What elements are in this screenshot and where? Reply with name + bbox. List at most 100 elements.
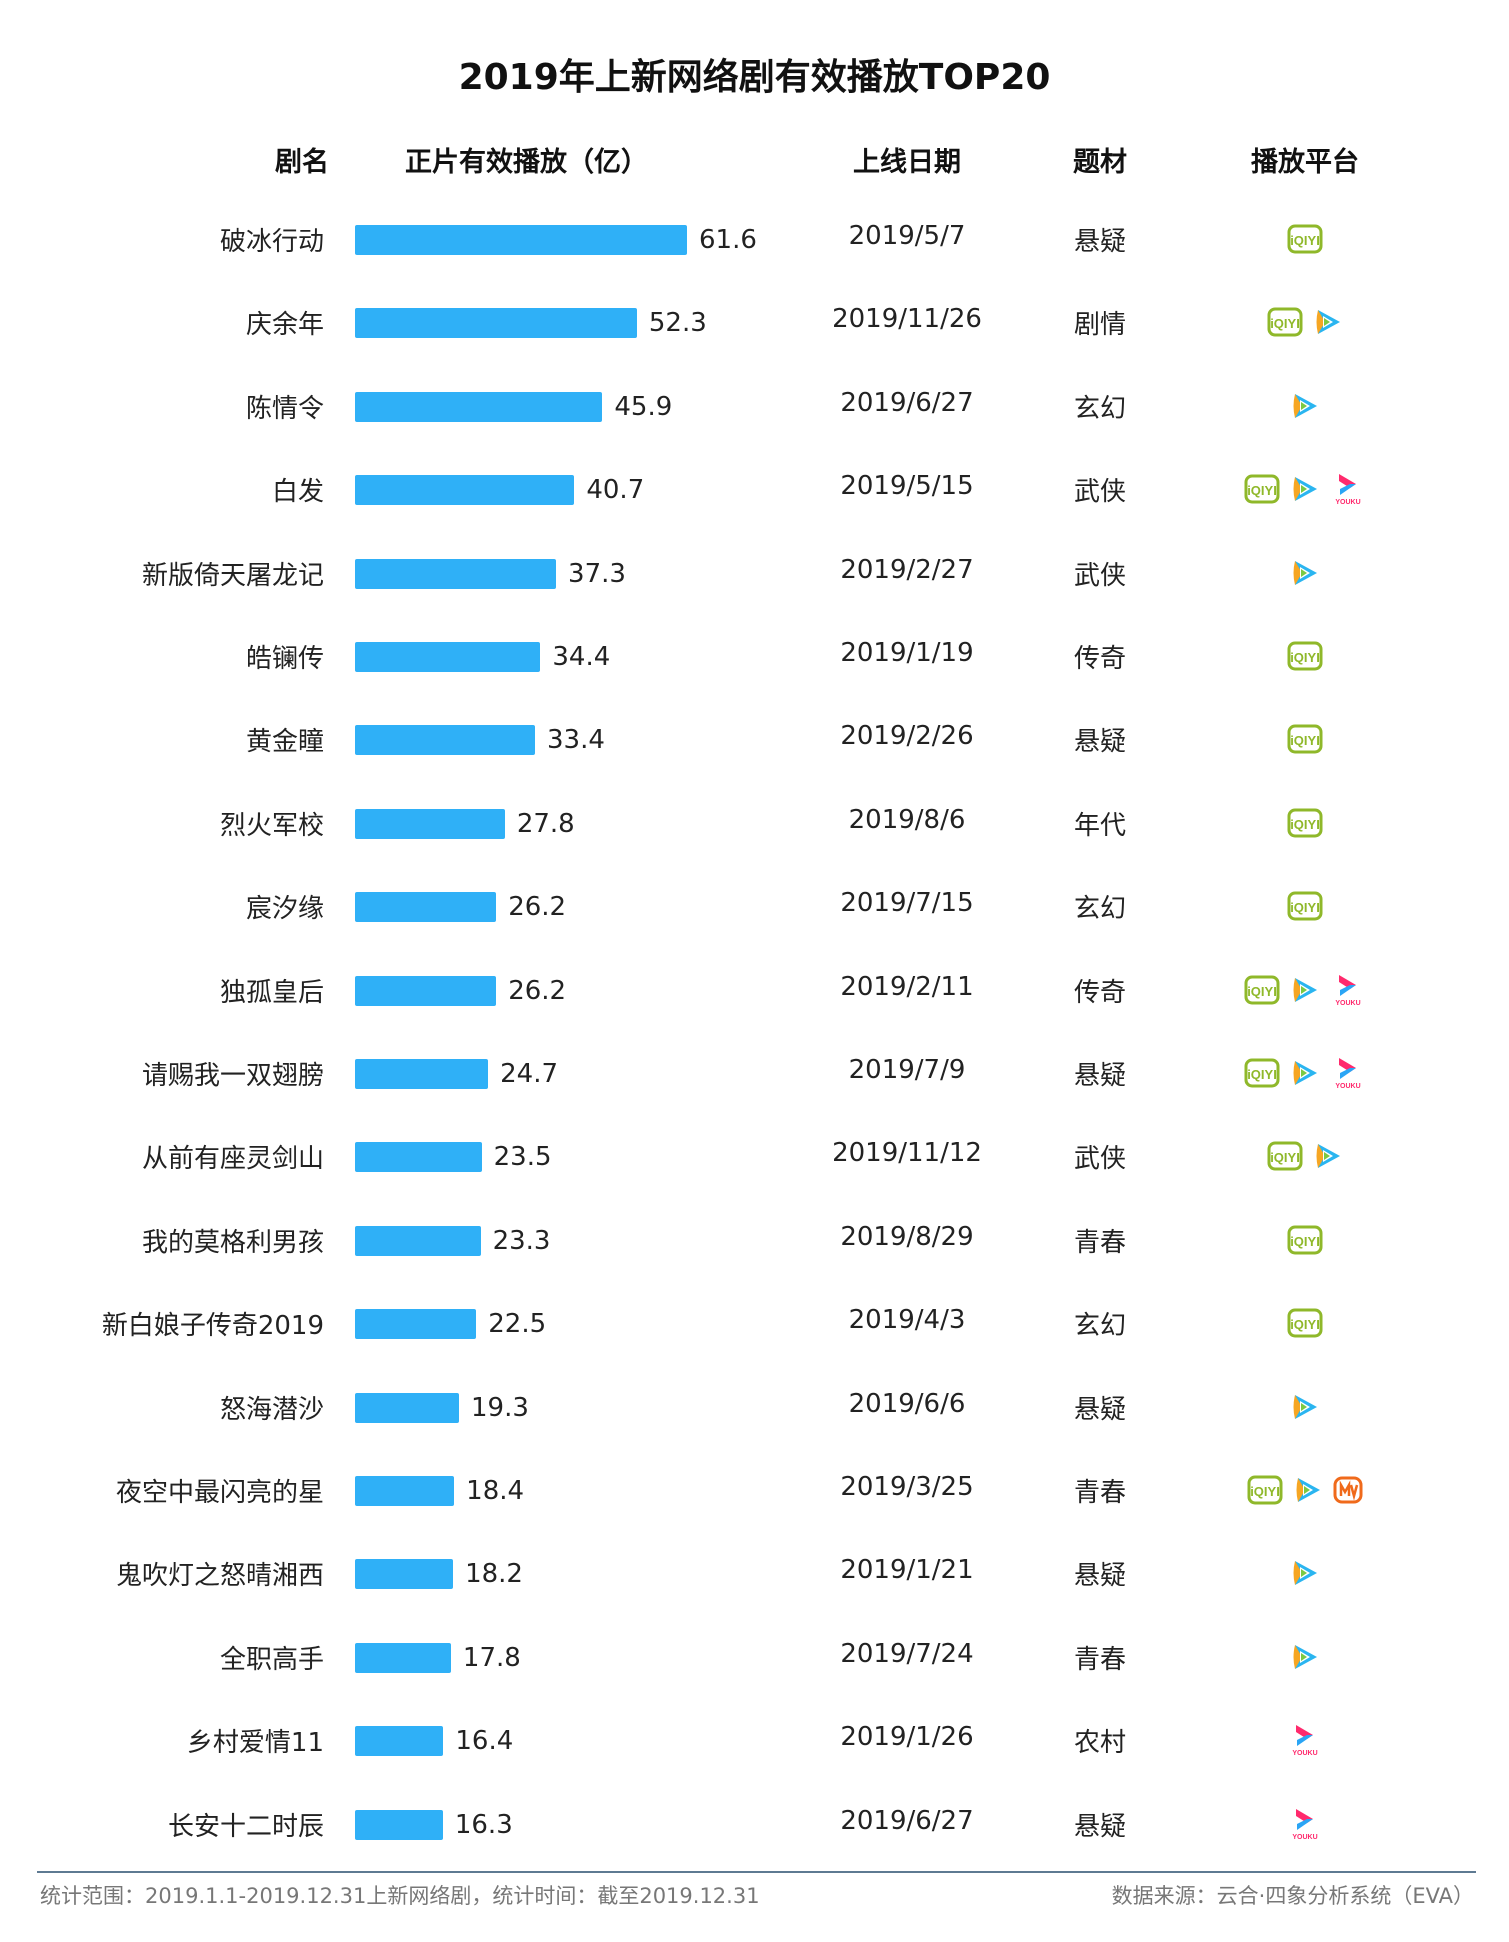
drama-name: 皓镧传 [245,644,324,674]
platforms [1205,1387,1405,1427]
iqiyi-logo-icon: iQIYI [1244,474,1280,504]
bar-value-label: 16.4 [455,1726,514,1757]
bar [355,892,497,923]
platforms: iQIYI YOUKU [1205,469,1405,509]
bar [355,308,637,339]
release-date: 2019/11/12 [832,1138,982,1169]
platforms: iQIYI YOUKU [1205,970,1405,1010]
header-platform: 播放平台 [1251,147,1359,178]
drama-name: 长安十二时辰 [167,1811,324,1842]
drama-name: 鬼吹灯之怒晴湘西 [115,1561,324,1592]
genre: 传奇 [1073,977,1126,1008]
youku-logo-icon: YOUKU [1330,973,1366,1007]
bar-value-label: 16.3 [454,1809,513,1840]
table-row: 乡村爱情11 16.4 2019/1/26 农村 YOUKU [0,1720,1509,1760]
table-row: 独孤皇后 26.2 2019/2/11 传奇 iQIYI YOUKU [0,970,1509,1010]
genre: 玄幻 [1073,894,1126,925]
release-date: 2019/6/27 [840,1805,974,1836]
genre: 悬疑 [1073,227,1126,257]
genre: 悬疑 [1073,1811,1126,1842]
release-date: 2019/7/15 [840,888,974,919]
table-row: 新版倚天屠龙记 37.3 2019/2/27 武侠 [0,553,1509,593]
genre: 剧情 [1073,310,1126,341]
bar-value-label: 33.4 [547,725,605,756]
svg-text:iQIYI: iQIYI [1247,483,1277,498]
bar [355,475,575,506]
bar [355,1726,444,1757]
bar [355,1476,455,1506]
release-date: 2019/5/7 [848,221,966,251]
release-date: 2019/2/27 [840,554,974,585]
svg-text:YOUKU: YOUKU [1292,1750,1317,1757]
platforms: iQIYI YOUKU [1205,1053,1405,1093]
tencent-logo-icon [1313,307,1343,337]
table-row: 长安十二时辰 16.3 2019/6/27 悬疑 YOUKU [0,1804,1509,1844]
platforms [1205,553,1405,593]
bar-value-label: 17.8 [462,1642,521,1673]
genre: 玄幻 [1073,1311,1126,1342]
platforms: iQIYI [1205,886,1405,926]
platforms: iQIYI [1205,803,1405,843]
tencent-logo-icon [1290,1058,1320,1088]
footer-divider [37,1871,1476,1873]
tencent-logo-icon [1290,1392,1320,1422]
bar-value-label: 23.3 [492,1225,551,1256]
svg-text:iQIYI: iQIYI [1290,1317,1320,1332]
release-date: 2019/2/26 [840,721,974,752]
platforms: iQIYI [1205,1470,1405,1510]
release-date: 2019/4/3 [848,1305,966,1336]
svg-text:iQIYI: iQIYI [1247,1067,1277,1082]
drama-name: 破冰行动 [219,227,324,257]
bar [355,558,557,589]
release-date: 2019/1/26 [840,1722,974,1753]
bar-value-label: 22.5 [488,1309,547,1340]
genre: 武侠 [1073,477,1126,508]
bar [355,1142,482,1173]
table-row: 我的莫格利男孩 23.3 2019/8/29 青春 iQIYI [0,1220,1509,1260]
genre: 悬疑 [1073,727,1126,758]
iqiyi-logo-icon: iQIYI [1287,891,1323,921]
genre: 传奇 [1073,644,1126,674]
bar-value-label: 34.4 [552,642,611,672]
bar-value-label: 61.6 [699,225,757,255]
platforms: iQIYI [1205,302,1405,342]
iqiyi-logo-icon: iQIYI [1267,1141,1303,1171]
svg-text:YOUKU: YOUKU [1335,1000,1360,1007]
iqiyi-logo-icon: iQIYI [1287,724,1323,754]
bar [355,642,541,672]
release-date: 2019/1/19 [840,638,974,668]
platforms: iQIYI [1205,219,1405,259]
genre: 农村 [1073,1728,1126,1759]
svg-text:iQIYI: iQIYI [1270,1150,1300,1165]
tencent-logo-icon [1290,558,1320,588]
bar-value-label: 27.8 [516,808,575,839]
release-date: 2019/6/6 [848,1388,966,1419]
bar-value-label: 26.2 [508,892,567,923]
drama-name: 从前有座灵剑山 [141,1144,324,1175]
drama-name: 新版倚天屠龙记 [141,560,324,591]
genre: 武侠 [1073,560,1126,591]
drama-name: 请赐我一双翅膀 [141,1061,324,1091]
header-name: 剧名 [275,147,329,178]
drama-name: 独孤皇后 [219,977,324,1008]
drama-name: 白发 [271,477,324,508]
release-date: 2019/7/9 [848,1055,966,1085]
tencent-logo-icon [1290,1558,1320,1588]
header-date: 上线日期 [853,147,961,178]
platforms: iQIYI [1205,636,1405,676]
drama-name: 乡村爱情11 [186,1728,324,1759]
youku-logo-icon: YOUKU [1330,1056,1366,1090]
table-row: 全职高手 17.8 2019/7/24 青春 [0,1637,1509,1677]
drama-name: 我的莫格利男孩 [141,1227,324,1258]
bar-value-label: 18.4 [466,1476,525,1506]
table-row: 鬼吹灯之怒晴湘西 18.2 2019/1/21 悬疑 [0,1553,1509,1593]
platforms: iQIYI [1205,719,1405,759]
drama-name: 怒海潜沙 [219,1394,324,1425]
drama-name: 黄金瞳 [245,727,324,758]
genre: 青春 [1073,1644,1126,1675]
bar-value-label: 23.5 [493,1142,552,1173]
header-genre: 题材 [1073,147,1127,178]
drama-name: 新白娘子传奇2019 [101,1311,324,1342]
genre: 悬疑 [1073,1561,1126,1592]
bar-value-label: 18.2 [465,1559,523,1590]
